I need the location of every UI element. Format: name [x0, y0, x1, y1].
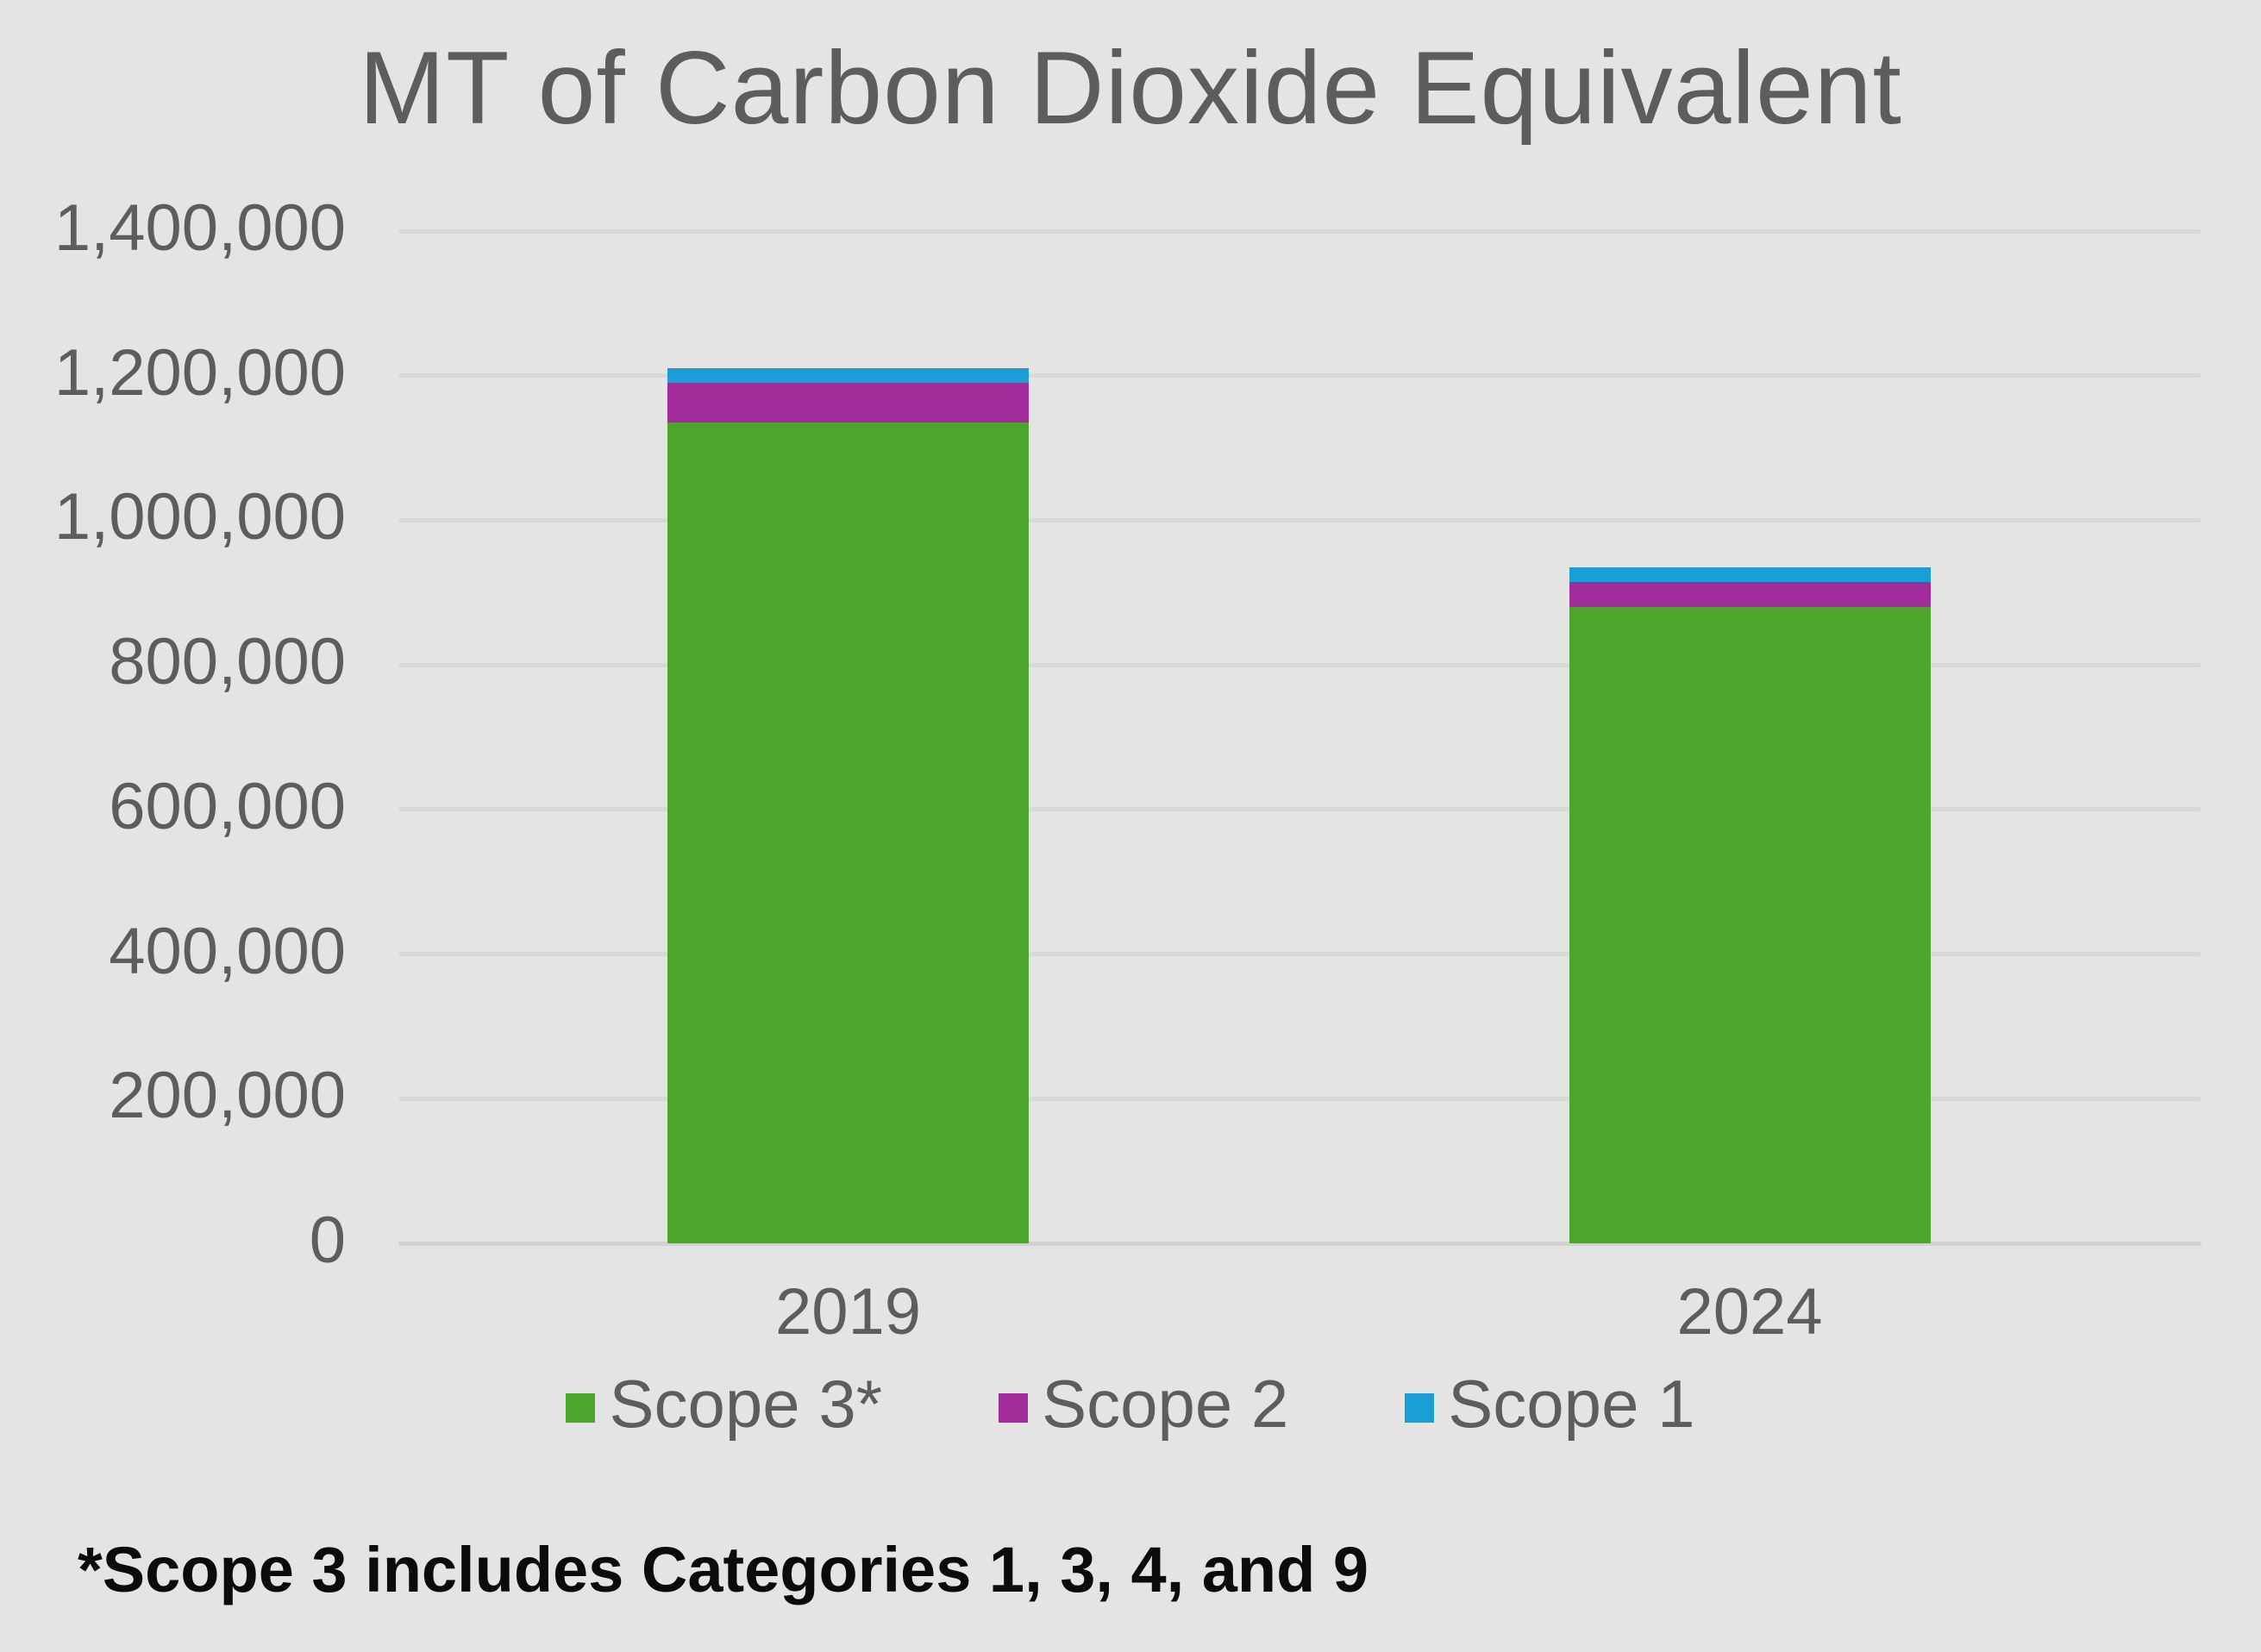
- y-tick-label-1-400-000: 1,400,000: [53, 191, 346, 266]
- y-tick-label-1-000-000: 1,000,000: [53, 480, 346, 554]
- gridline-1-400-000: [398, 228, 2202, 234]
- y-tick-label-200-000: 200,000: [109, 1059, 346, 1133]
- legend-swatch-scope-3: [566, 1392, 596, 1423]
- y-tick-label-400-000: 400,000: [109, 914, 346, 988]
- y-tick-label-800-000: 800,000: [109, 625, 346, 699]
- legend-item-scope-1: Scope 1: [1405, 1365, 1695, 1443]
- legend-swatch-scope-2: [999, 1392, 1029, 1423]
- legend: Scope 3* Scope 2 Scope 1: [0, 1365, 2261, 1443]
- gridline-200-000: [398, 1096, 2202, 1101]
- gridline-0: [398, 1241, 2202, 1246]
- bar-segment-2019-scope-1: [667, 368, 1029, 384]
- gridline-600-000: [398, 807, 2202, 812]
- bar-segment-2024-scope-1: [1569, 566, 1931, 582]
- x-axis-label-2019: 2019: [774, 1275, 922, 1349]
- x-axis-label-2024: 2024: [1676, 1275, 1823, 1349]
- bar-2024: [1569, 0, 1931, 1243]
- gridline-800-000: [398, 662, 2202, 667]
- gridline-1-200-000: [398, 373, 2202, 379]
- footnote: *Scope 3 includes Categories 1, 3, 4, an…: [78, 1534, 1369, 1605]
- bar-2019: [667, 0, 1029, 1243]
- bar-segment-2019-scope-3: [667, 422, 1029, 1243]
- legend-label-scope-3: Scope 3*: [609, 1366, 883, 1442]
- legend-item-scope-2: Scope 2: [999, 1365, 1288, 1443]
- bar-segment-2019-scope-2: [667, 383, 1029, 423]
- y-tick-label-1-200-000: 1,200,000: [53, 335, 346, 410]
- gridline-1-000-000: [398, 517, 2202, 523]
- legend-label-scope-2: Scope 2: [1042, 1366, 1289, 1442]
- legend-label-scope-1: Scope 1: [1448, 1366, 1695, 1442]
- y-tick-label-600-000: 600,000: [109, 769, 346, 843]
- legend-item-scope-3: Scope 3*: [566, 1365, 882, 1443]
- gridline-400-000: [398, 952, 2202, 957]
- legend-swatch-scope-1: [1405, 1392, 1435, 1423]
- y-tick-label-0: 0: [309, 1204, 346, 1278]
- bar-segment-2024-scope-3: [1569, 607, 1931, 1243]
- chart-title: MT of Carbon Dioxide Equivalent: [359, 30, 1902, 146]
- bar-segment-2024-scope-2: [1569, 581, 1931, 608]
